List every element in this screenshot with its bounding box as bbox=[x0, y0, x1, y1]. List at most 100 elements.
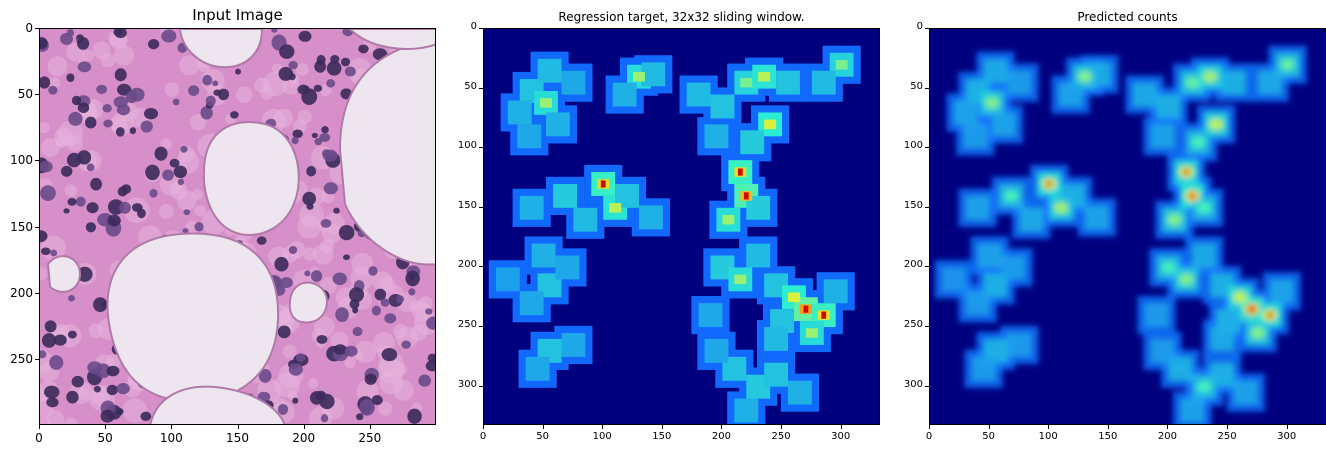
cell-nucleus bbox=[40, 37, 48, 50]
window-overlap bbox=[734, 398, 759, 423]
cytoplasm-blob bbox=[413, 310, 435, 336]
prediction-hotspot bbox=[1280, 58, 1295, 71]
cell-nucleus bbox=[86, 163, 95, 172]
cell-nucleus bbox=[292, 397, 299, 404]
cell-nucleus bbox=[364, 373, 377, 385]
cell-nucleus bbox=[235, 68, 242, 75]
cell-nucleus bbox=[425, 308, 433, 315]
cell-nucleus bbox=[326, 79, 336, 88]
window-overlap bbox=[764, 362, 789, 387]
prediction-overlap bbox=[1007, 70, 1032, 95]
prediction-overlap bbox=[965, 291, 990, 316]
cytoplasm-blob bbox=[356, 379, 379, 402]
prediction-overlap bbox=[1087, 62, 1112, 87]
cytoplasm-blob bbox=[303, 247, 317, 261]
regression-target-heatmap bbox=[484, 29, 879, 424]
x-tick-mark bbox=[237, 425, 239, 429]
cell-nucleus bbox=[103, 119, 113, 128]
x-tick-mark bbox=[171, 425, 173, 429]
cytoplasm-blob bbox=[66, 134, 84, 152]
window-hotspot bbox=[805, 328, 818, 338]
lumen-large bbox=[106, 232, 280, 403]
prediction-hotspot bbox=[1077, 70, 1093, 83]
cytoplasm-blob bbox=[313, 244, 334, 265]
cell-nucleus bbox=[40, 76, 51, 89]
x-tick-label: 100 bbox=[592, 431, 612, 442]
window-hotspot bbox=[758, 71, 771, 82]
cell-nucleus bbox=[121, 184, 132, 194]
cell-nucleus bbox=[140, 411, 152, 421]
cell-nucleus bbox=[102, 104, 112, 113]
cytoplasm-blob bbox=[194, 204, 207, 217]
cell-nucleus bbox=[86, 202, 99, 214]
prediction-overlap bbox=[1001, 255, 1026, 280]
cell-nucleus bbox=[381, 348, 398, 362]
cytoplasm-blob bbox=[176, 190, 197, 211]
cell-nucleus bbox=[338, 225, 355, 241]
cell-nucleus bbox=[344, 345, 358, 357]
cell-nucleus bbox=[371, 305, 381, 316]
cell-nucleus bbox=[90, 177, 103, 191]
prediction-overlap bbox=[1234, 380, 1258, 405]
cell-nucleus bbox=[408, 288, 416, 296]
prediction-overlap bbox=[1058, 82, 1083, 107]
cytoplasm-blob bbox=[40, 138, 60, 157]
cytoplasm-blob bbox=[313, 316, 335, 338]
cell-nucleus bbox=[323, 182, 338, 195]
window-overlap bbox=[561, 333, 586, 357]
cell-nucleus bbox=[66, 390, 79, 404]
x-tick-label: 50 bbox=[982, 431, 995, 442]
cytoplasm-blob bbox=[393, 363, 407, 377]
cell-nucleus bbox=[60, 165, 73, 177]
cell-nucleus bbox=[182, 228, 189, 234]
cell-nucleus bbox=[230, 111, 239, 119]
cell-nucleus bbox=[380, 298, 390, 307]
window-overlap bbox=[573, 207, 598, 232]
cell-nucleus bbox=[177, 178, 185, 186]
lumen-small bbox=[288, 281, 328, 324]
cell-nucleus bbox=[44, 385, 60, 399]
cytoplasm-blob bbox=[260, 86, 274, 100]
y-tick-label: 0 bbox=[25, 21, 33, 35]
cytoplasm-blob bbox=[105, 353, 121, 370]
cytoplasm-blob bbox=[395, 326, 418, 349]
cell-nucleus bbox=[76, 266, 93, 282]
input-image-plot-area bbox=[39, 28, 436, 425]
prediction-overlap bbox=[1257, 70, 1282, 95]
cell-nucleus bbox=[301, 88, 318, 105]
window-overlap bbox=[531, 243, 556, 268]
prediction-overlap bbox=[1019, 207, 1044, 232]
y-tick-mark bbox=[925, 28, 929, 29]
input-image-title: Input Image bbox=[192, 6, 283, 24]
x-tick-label: 100 bbox=[159, 431, 183, 445]
cell-nucleus bbox=[425, 360, 435, 372]
cytoplasm-blob bbox=[292, 119, 307, 134]
cytoplasm-blob bbox=[378, 401, 393, 416]
prediction-overlap bbox=[983, 273, 1008, 298]
prediction-overlap bbox=[991, 112, 1016, 137]
window-overlap bbox=[710, 94, 735, 119]
prediction-hotspot bbox=[1053, 201, 1069, 214]
prediction-peak bbox=[1248, 305, 1255, 313]
prediction-overlap bbox=[1150, 338, 1175, 363]
cytoplasm-blob bbox=[88, 323, 104, 339]
cell-nucleus bbox=[298, 30, 312, 42]
y-tick-mark bbox=[925, 266, 929, 268]
cell-nucleus bbox=[343, 254, 350, 261]
cytoplasm-blob bbox=[392, 379, 414, 401]
x-tick-mark bbox=[988, 425, 990, 429]
cell-nucleus bbox=[46, 397, 59, 408]
cytoplasm-blob bbox=[307, 378, 319, 389]
lumen-bottom bbox=[149, 385, 286, 424]
window-overlap bbox=[638, 205, 663, 230]
prediction-overlap bbox=[983, 58, 1008, 83]
cell-nucleus bbox=[129, 127, 137, 135]
x-tick-mark bbox=[542, 425, 544, 429]
cell-nucleus bbox=[352, 326, 363, 337]
cell-nucleus bbox=[319, 133, 331, 142]
cell-nucleus bbox=[277, 325, 291, 339]
prediction-overlap bbox=[953, 100, 978, 125]
cytoplasm-blob bbox=[55, 137, 67, 148]
window-overlap bbox=[537, 58, 562, 83]
prediction-overlap bbox=[1210, 362, 1235, 387]
